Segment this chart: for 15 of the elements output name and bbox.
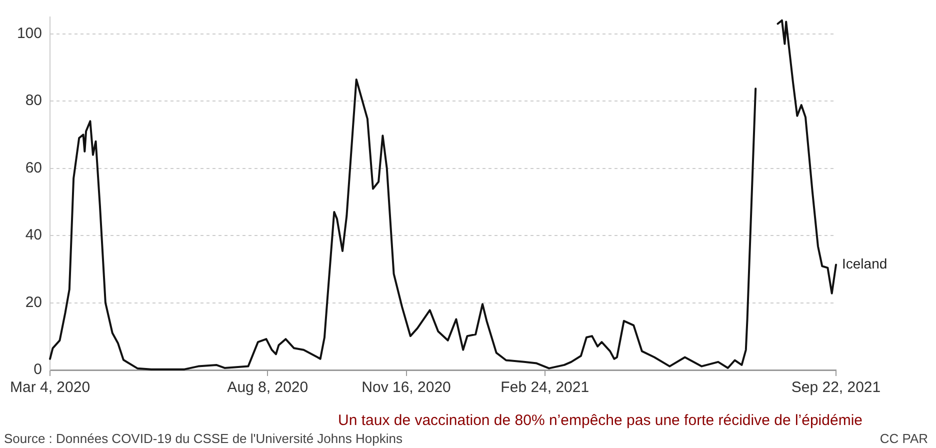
y-tick-label: 40 [25,226,42,244]
x-tick-label: Mar 4, 2020 [10,379,90,396]
series-label: Iceland [842,256,888,272]
y-tick-label: 20 [25,294,42,311]
y-tick-label: 80 [25,92,42,110]
x-tick-label: Nov 16, 2020 [362,379,451,396]
x-tick-label: Sep 22, 2021 [791,379,881,396]
y-tick-label: 0 [34,361,42,378]
text: Un taux de vaccination de 80% n’empêche pas une forte récidive de l’épidémie [338,412,862,429]
y-tick-label: 60 [25,159,42,176]
text: CC PAR [880,431,928,446]
x-tick-label: Feb 24, 2021 [500,379,590,396]
y-tick-label: 100 [16,24,42,42]
x-tick-label: Aug 8, 2020 [227,379,308,396]
source-note: Source : Données COVID-19 du CSSE de l'Université Johns Hopkins [4,431,402,446]
